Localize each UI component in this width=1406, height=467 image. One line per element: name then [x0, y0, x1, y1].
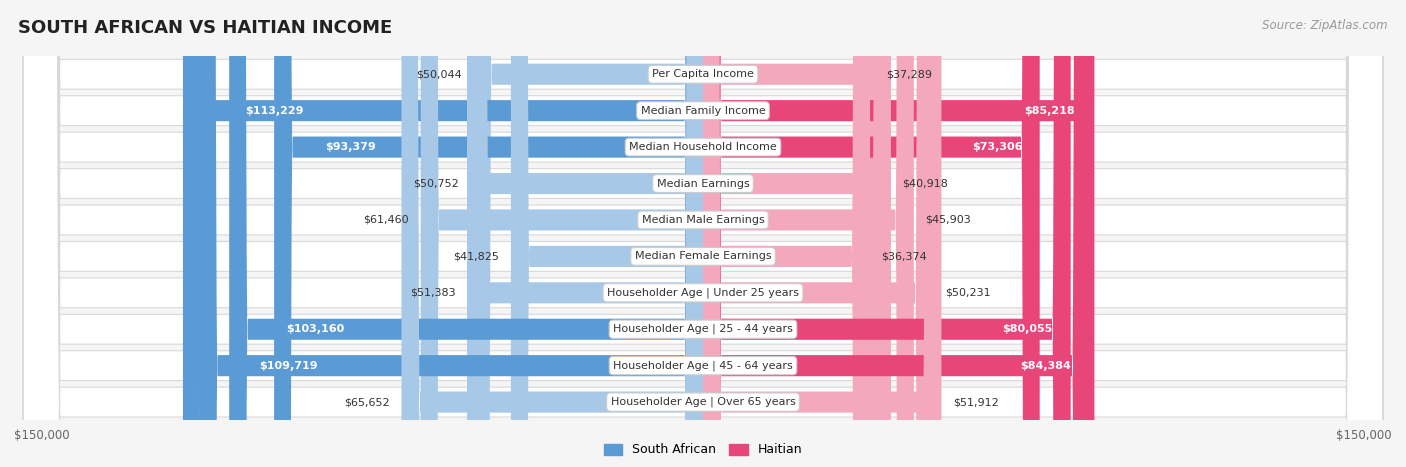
Text: $41,825: $41,825 — [454, 251, 499, 262]
FancyBboxPatch shape — [24, 0, 1382, 467]
Text: $61,460: $61,460 — [364, 215, 409, 225]
FancyBboxPatch shape — [510, 0, 703, 467]
Text: Householder Age | Under 25 years: Householder Age | Under 25 years — [607, 288, 799, 298]
Text: $45,903: $45,903 — [925, 215, 972, 225]
Text: Per Capita Income: Per Capita Income — [652, 69, 754, 79]
FancyBboxPatch shape — [24, 0, 1382, 467]
FancyBboxPatch shape — [24, 0, 1382, 467]
Text: $80,055: $80,055 — [1002, 324, 1052, 334]
FancyBboxPatch shape — [703, 0, 891, 467]
FancyBboxPatch shape — [402, 0, 703, 467]
Text: Median Male Earnings: Median Male Earnings — [641, 215, 765, 225]
FancyBboxPatch shape — [703, 0, 914, 467]
FancyBboxPatch shape — [274, 0, 703, 467]
FancyBboxPatch shape — [470, 0, 703, 467]
Text: Householder Age | Over 65 years: Householder Age | Over 65 years — [610, 397, 796, 407]
Text: $51,383: $51,383 — [411, 288, 456, 298]
Text: $84,384: $84,384 — [1021, 361, 1071, 371]
FancyBboxPatch shape — [200, 0, 703, 467]
FancyBboxPatch shape — [474, 0, 703, 467]
FancyBboxPatch shape — [24, 0, 1382, 467]
FancyBboxPatch shape — [24, 0, 1382, 467]
FancyBboxPatch shape — [703, 0, 1094, 467]
FancyBboxPatch shape — [703, 0, 1091, 467]
Text: $73,306: $73,306 — [973, 142, 1022, 152]
Text: Source: ZipAtlas.com: Source: ZipAtlas.com — [1263, 19, 1388, 32]
FancyBboxPatch shape — [183, 0, 703, 467]
Legend: South African, Haitian: South African, Haitian — [599, 439, 807, 461]
Text: SOUTH AFRICAN VS HAITIAN INCOME: SOUTH AFRICAN VS HAITIAN INCOME — [18, 19, 392, 37]
Text: $36,374: $36,374 — [882, 251, 928, 262]
FancyBboxPatch shape — [467, 0, 703, 467]
Text: $40,918: $40,918 — [903, 178, 948, 189]
Text: $113,229: $113,229 — [246, 106, 304, 116]
FancyBboxPatch shape — [703, 0, 875, 467]
FancyBboxPatch shape — [703, 0, 870, 467]
Text: Median Female Earnings: Median Female Earnings — [634, 251, 772, 262]
Text: $50,752: $50,752 — [413, 178, 458, 189]
Text: $51,912: $51,912 — [953, 397, 998, 407]
Text: $103,160: $103,160 — [285, 324, 344, 334]
Text: $150,000: $150,000 — [1336, 430, 1392, 442]
Text: $150,000: $150,000 — [14, 430, 70, 442]
Text: $37,289: $37,289 — [886, 69, 932, 79]
FancyBboxPatch shape — [229, 0, 703, 467]
Text: Householder Age | 45 - 64 years: Householder Age | 45 - 64 years — [613, 361, 793, 371]
FancyBboxPatch shape — [24, 0, 1382, 467]
FancyBboxPatch shape — [703, 0, 1039, 467]
Text: Median Household Income: Median Household Income — [628, 142, 778, 152]
Text: Median Family Income: Median Family Income — [641, 106, 765, 116]
Text: $109,719: $109,719 — [260, 361, 318, 371]
Text: $65,652: $65,652 — [344, 397, 389, 407]
Text: Householder Age | 25 - 44 years: Householder Age | 25 - 44 years — [613, 324, 793, 334]
FancyBboxPatch shape — [24, 0, 1382, 467]
FancyBboxPatch shape — [420, 0, 703, 467]
Text: Median Earnings: Median Earnings — [657, 178, 749, 189]
Text: $85,218: $85,218 — [1024, 106, 1074, 116]
Text: $50,231: $50,231 — [945, 288, 991, 298]
FancyBboxPatch shape — [703, 0, 934, 467]
FancyBboxPatch shape — [24, 0, 1382, 467]
Text: $93,379: $93,379 — [326, 142, 377, 152]
Text: $50,044: $50,044 — [416, 69, 461, 79]
FancyBboxPatch shape — [24, 0, 1382, 467]
FancyBboxPatch shape — [24, 0, 1382, 467]
FancyBboxPatch shape — [703, 0, 1071, 467]
FancyBboxPatch shape — [703, 0, 942, 467]
